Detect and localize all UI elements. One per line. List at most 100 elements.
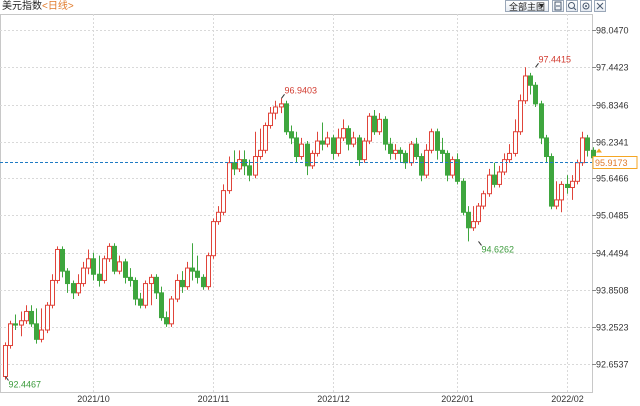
candle-up [310,152,315,167]
candle-up [325,137,330,145]
candle-up [513,131,518,154]
candle-down [533,84,538,105]
candle-down [357,137,362,161]
candle-up [279,103,284,108]
candle-down [164,317,169,325]
candle-up [362,140,367,161]
candle-up [575,162,580,182]
candle-down [388,143,393,154]
candle-down [91,258,96,275]
candle-down [284,103,289,133]
candle-up [518,100,523,133]
candle-up [523,75,528,102]
close-icon[interactable] [594,0,606,12]
candle-down [398,149,403,154]
chart-title: 美元指数<日线> [2,1,74,13]
candle-up [507,152,512,161]
candle-down [492,174,497,185]
candle-up [253,156,258,176]
candle-up [76,283,81,294]
candle-up [268,112,273,127]
candle-down [549,156,554,207]
candle-up [263,125,268,151]
candle-down [455,159,460,182]
annotation-pointer [478,241,482,246]
candle-up [471,221,476,229]
candle-down [440,149,445,154]
y-tick-label: 93.2523 [596,323,629,333]
candle-down [331,137,336,154]
period-label: <日线> [42,1,74,12]
candle-down [29,310,34,325]
candle-up [336,137,341,154]
candle-up [50,279,55,306]
candle-up [24,310,29,322]
candle-up [8,323,13,347]
candle-up [273,106,278,114]
candle-up [351,137,356,145]
candle-down [565,183,570,189]
candle-up [117,261,122,272]
annotation-pointer [281,93,285,99]
candle-down [403,152,408,164]
zoom-out-icon[interactable] [566,0,578,12]
candle-up [149,276,154,285]
candle-down [414,143,419,158]
candle-up [367,115,372,142]
candle-up [175,279,180,300]
candle-up [476,205,481,223]
y-tick-label: 96.2341 [596,138,629,148]
candle-up [502,159,507,173]
y-tick-label: 96.8346 [596,101,629,111]
annotation-pointer [535,62,539,68]
candle-up [487,174,492,195]
candle-down [383,118,388,145]
candle-up [377,118,382,133]
candle-down [71,283,76,294]
settings-icon[interactable] [580,0,592,12]
x-tick-label: 2021/12 [317,394,350,404]
candle-down [346,128,351,145]
candle-up [580,137,585,164]
candle-down [232,162,237,170]
candle-up [299,143,304,158]
candle-up [559,183,564,201]
y-tick-label: 93.8508 [596,286,629,296]
candle-up [216,211,221,223]
candle-up [185,267,190,288]
zoom-in-icon[interactable] [552,0,564,12]
main-chart-select[interactable]: 全部主图 ▼ [505,0,549,12]
candle-down [154,276,159,294]
candle-up [227,162,232,192]
candle-up [221,190,226,213]
chevron-down-icon: ▼ [538,3,545,10]
candle-down [445,152,450,176]
candle-down [585,137,590,151]
candle-up [39,329,44,340]
candle-down [320,140,325,145]
main-chart-select-label: 全部主图 [509,2,546,12]
candle-down [65,270,70,285]
candle-down [372,115,377,133]
candle-down [305,143,310,167]
candle-up [237,159,242,170]
candle-down [466,211,471,229]
candle-up [393,149,398,154]
candle-down [159,292,164,319]
x-tick-label: 2021/10 [77,394,110,404]
candle-down [34,323,39,340]
current-price-marker-icon [596,148,602,153]
candle-down [97,273,102,281]
annotation-pointer [5,376,9,381]
candle-up [143,283,148,306]
candle-up [19,320,24,326]
candle-down [190,267,195,272]
candle-up [554,199,559,207]
x-tick-label: 2022/02 [551,394,584,404]
candle-up [497,171,502,185]
y-tick-label: 98.0470 [596,26,629,36]
high-annotation: 97.4415 [539,54,572,64]
candle-down [294,137,299,158]
